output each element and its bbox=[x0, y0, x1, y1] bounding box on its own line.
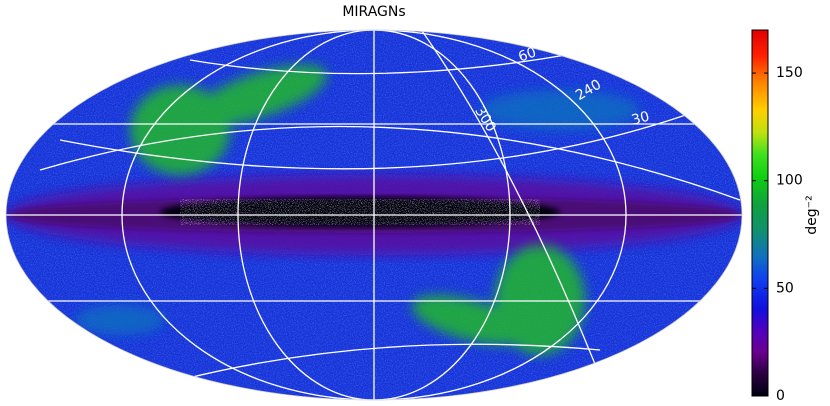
colorbar-label: deg⁻² bbox=[804, 195, 820, 234]
colorbar: 0 50 100 150 bbox=[751, 29, 803, 404]
map-title: MIRAGNs bbox=[342, 4, 405, 20]
map-outline bbox=[5, 29, 743, 401]
colorbar-tick-label: 50 bbox=[776, 280, 794, 296]
graticule bbox=[6, 30, 742, 400]
sky-map bbox=[6, 30, 742, 400]
graticule-label: 60 bbox=[516, 44, 538, 65]
colorbar-tick-label: 150 bbox=[776, 65, 803, 81]
graticule-label: 30 bbox=[630, 109, 651, 129]
colorbar-tick-label: 0 bbox=[776, 388, 785, 402]
colorbar-scale bbox=[751, 29, 769, 397]
colorbar-tick-label: 100 bbox=[776, 173, 803, 189]
